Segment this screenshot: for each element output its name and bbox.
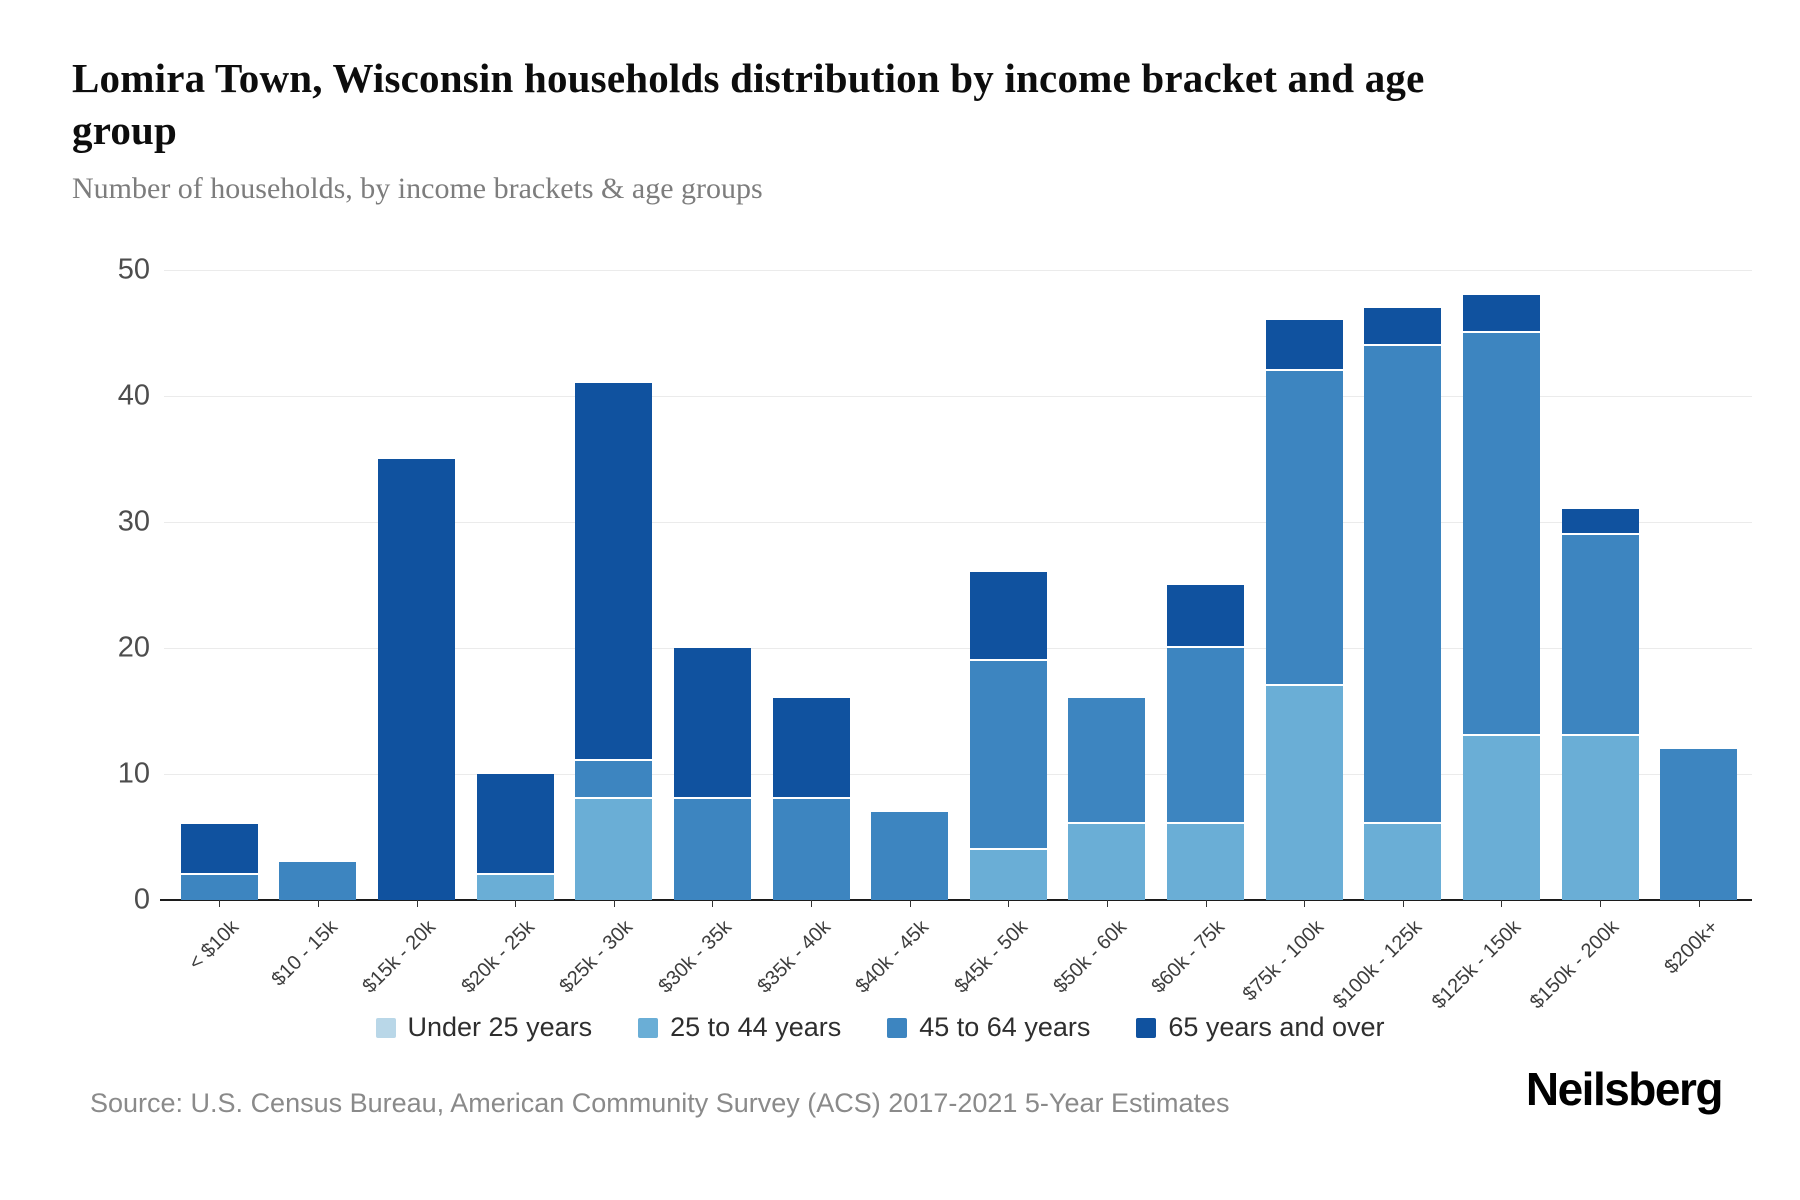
bar-segment-$25k - 30k-45 to 64 years xyxy=(575,761,653,800)
bar-segment-$100k - 125k-45 to 64 years xyxy=(1364,345,1442,825)
gridline-y-50 xyxy=(164,270,1752,271)
x-tick xyxy=(1205,900,1207,907)
gridline-y-30 xyxy=(164,522,1752,523)
y-tick-label-0: 0 xyxy=(133,883,150,916)
bar-segment-$60k - 75k-45 to 64 years xyxy=(1167,648,1245,825)
legend-label: 25 to 44 years xyxy=(670,1012,842,1042)
bar-segment-$25k - 30k-65 years and over xyxy=(575,383,653,762)
bar-segment-$30k - 35k-45 to 64 years xyxy=(673,799,751,900)
x-tick-label-$40k - 45k: $40k - 45k xyxy=(851,916,934,998)
x-tick-label-< $10k: < $10k xyxy=(184,916,243,975)
bar-segment-$20k - 25k-65 years and over xyxy=(476,774,554,875)
bar-segment-$100k - 125k-65 years and over xyxy=(1364,307,1442,346)
bar-segment-$15k - 20k-65 years and over xyxy=(378,459,456,900)
x-tick-label-$10 - 15k: $10 - 15k xyxy=(266,916,342,991)
bar-segment-$150k - 200k-45 to 64 years xyxy=(1561,534,1639,737)
y-tick-label-10: 10 xyxy=(117,757,150,790)
bar-segment-$25k - 30k-25 to 44 years xyxy=(575,799,653,900)
x-tick xyxy=(515,900,517,907)
plot-area: 0 10 20 30 40 50 < $10k $10 - 15k $15k - 20k $20k… xyxy=(118,254,1752,1013)
y-tick-label-30: 30 xyxy=(117,505,150,538)
source-note: Source: U.S. Census Bureau, American Com… xyxy=(90,1088,1230,1118)
x-tick-label-$25k - 30k: $25k - 30k xyxy=(555,916,638,998)
legend-swatch-icon xyxy=(887,1017,908,1038)
x-tick xyxy=(1008,900,1010,907)
x-tick-label-$200k+: $200k+ xyxy=(1659,916,1723,979)
y-tick-label-20: 20 xyxy=(117,631,150,664)
legend-swatch-icon xyxy=(638,1017,659,1038)
gridline-y-10 xyxy=(164,774,1752,775)
y-tick-label-40: 40 xyxy=(117,379,150,412)
x-tick-label-$150k - 200k: $150k - 200k xyxy=(1526,916,1624,1014)
y-tick-label-50: 50 xyxy=(117,253,150,286)
x-tick-label-$15k - 20k: $15k - 20k xyxy=(358,916,441,998)
x-tick xyxy=(1501,900,1503,907)
x-tick xyxy=(712,900,714,907)
bar-segment-$45k - 50k-25 to 44 years xyxy=(969,849,1047,900)
bar-segment-$125k - 150k-25 to 44 years xyxy=(1462,736,1540,900)
x-tick xyxy=(416,900,418,907)
bar-segment-$45k - 50k-45 to 64 years xyxy=(969,660,1047,850)
x-tick xyxy=(219,900,221,907)
gridline-y-40 xyxy=(164,396,1752,397)
bar-segment-$75k - 100k-25 to 44 years xyxy=(1265,685,1343,900)
chart-title: Lomira Town, Wisconsin households distri… xyxy=(72,55,1425,154)
bar-segment-$45k - 50k-65 years and over xyxy=(969,572,1047,661)
legend-swatch-icon xyxy=(375,1017,396,1038)
bar-segment-$35k - 40k-65 years and over xyxy=(772,698,850,800)
legend-item-45 to 64 years: 45 to 64 years xyxy=(887,1012,1090,1043)
bar-segment-$20k - 25k-25 to 44 years xyxy=(476,874,554,900)
legend-item-25 to 44 years: 25 to 44 years xyxy=(638,1012,841,1043)
bar-segment-< $10k-45 to 64 years xyxy=(180,874,258,900)
x-tick xyxy=(811,900,813,907)
x-tick-label-$50k - 60k: $50k - 60k xyxy=(1048,916,1131,998)
legend-item-65 years and over: 65 years and over xyxy=(1136,1012,1385,1043)
chart-subtitle: Number of households, by income brackets… xyxy=(72,172,763,205)
legend-label: 45 to 64 years xyxy=(919,1012,1091,1042)
bar-segment-$150k - 200k-25 to 44 years xyxy=(1561,736,1639,900)
bar-segment-$150k - 200k-65 years and over xyxy=(1561,509,1639,535)
x-tick xyxy=(613,900,615,907)
x-tick xyxy=(317,900,319,907)
x-tick-label-$30k - 35k: $30k - 35k xyxy=(654,916,736,998)
x-tick-label-$45k - 50k: $45k - 50k xyxy=(950,916,1032,998)
x-tick-label-$125k - 150k: $125k - 150k xyxy=(1427,916,1525,1014)
bar-segment-$10 - 15k-45 to 64 years xyxy=(279,862,357,900)
bar-segment-$125k - 150k-45 to 64 years xyxy=(1462,333,1540,737)
x-tick-label-$60k - 75k: $60k - 75k xyxy=(1147,916,1230,998)
bar-segment-$200k+-45 to 64 years xyxy=(1660,748,1738,900)
bar-segment-$30k - 35k-65 years and over xyxy=(673,648,751,800)
x-tick xyxy=(1600,900,1602,907)
x-axis-line xyxy=(160,899,1752,901)
bar-segment-$75k - 100k-45 to 64 years xyxy=(1265,370,1343,686)
bar-segment-< $10k-65 years and over xyxy=(180,824,258,875)
bar-segment-$50k - 60k-25 to 44 years xyxy=(1068,824,1146,900)
bar-segment-$75k - 100k-65 years and over xyxy=(1265,320,1343,371)
gridline-y-20 xyxy=(164,648,1752,649)
x-tick xyxy=(1698,900,1700,907)
legend-item-Under 25 years: Under 25 years xyxy=(375,1012,593,1043)
x-tick-label-$100k - 125k: $100k - 125k xyxy=(1329,916,1427,1014)
bar-segment-$50k - 60k-45 to 64 years xyxy=(1068,698,1146,825)
legend-swatch-icon xyxy=(1136,1017,1157,1038)
brand-logo: Neilsberg xyxy=(1525,1063,1724,1115)
x-tick-label-$75k - 100k: $75k - 100k xyxy=(1238,916,1328,1006)
x-tick xyxy=(1106,900,1108,907)
legend-label: 65 years and over xyxy=(1168,1012,1385,1042)
legend-label: Under 25 years xyxy=(407,1012,593,1042)
bar-segment-$60k - 75k-65 years and over xyxy=(1167,585,1245,648)
x-tick xyxy=(1402,900,1404,907)
bar-segment-$100k - 125k-25 to 44 years xyxy=(1364,824,1442,900)
x-tick-label-$20k - 25k: $20k - 25k xyxy=(457,916,539,998)
x-tick xyxy=(1304,900,1306,907)
bar-segment-$40k - 45k-45 to 64 years xyxy=(871,811,949,900)
bar-segment-$35k - 40k-45 to 64 years xyxy=(772,799,850,900)
x-tick xyxy=(909,900,911,907)
legend: Under 25 years 25 to 44 years 45 to 64 yea… xyxy=(0,1012,1760,1043)
bar-segment-$60k - 75k-25 to 44 years xyxy=(1167,824,1245,900)
bar-segment-$125k - 150k-65 years and over xyxy=(1462,295,1540,333)
x-tick-label-$35k - 40k: $35k - 40k xyxy=(753,916,835,998)
